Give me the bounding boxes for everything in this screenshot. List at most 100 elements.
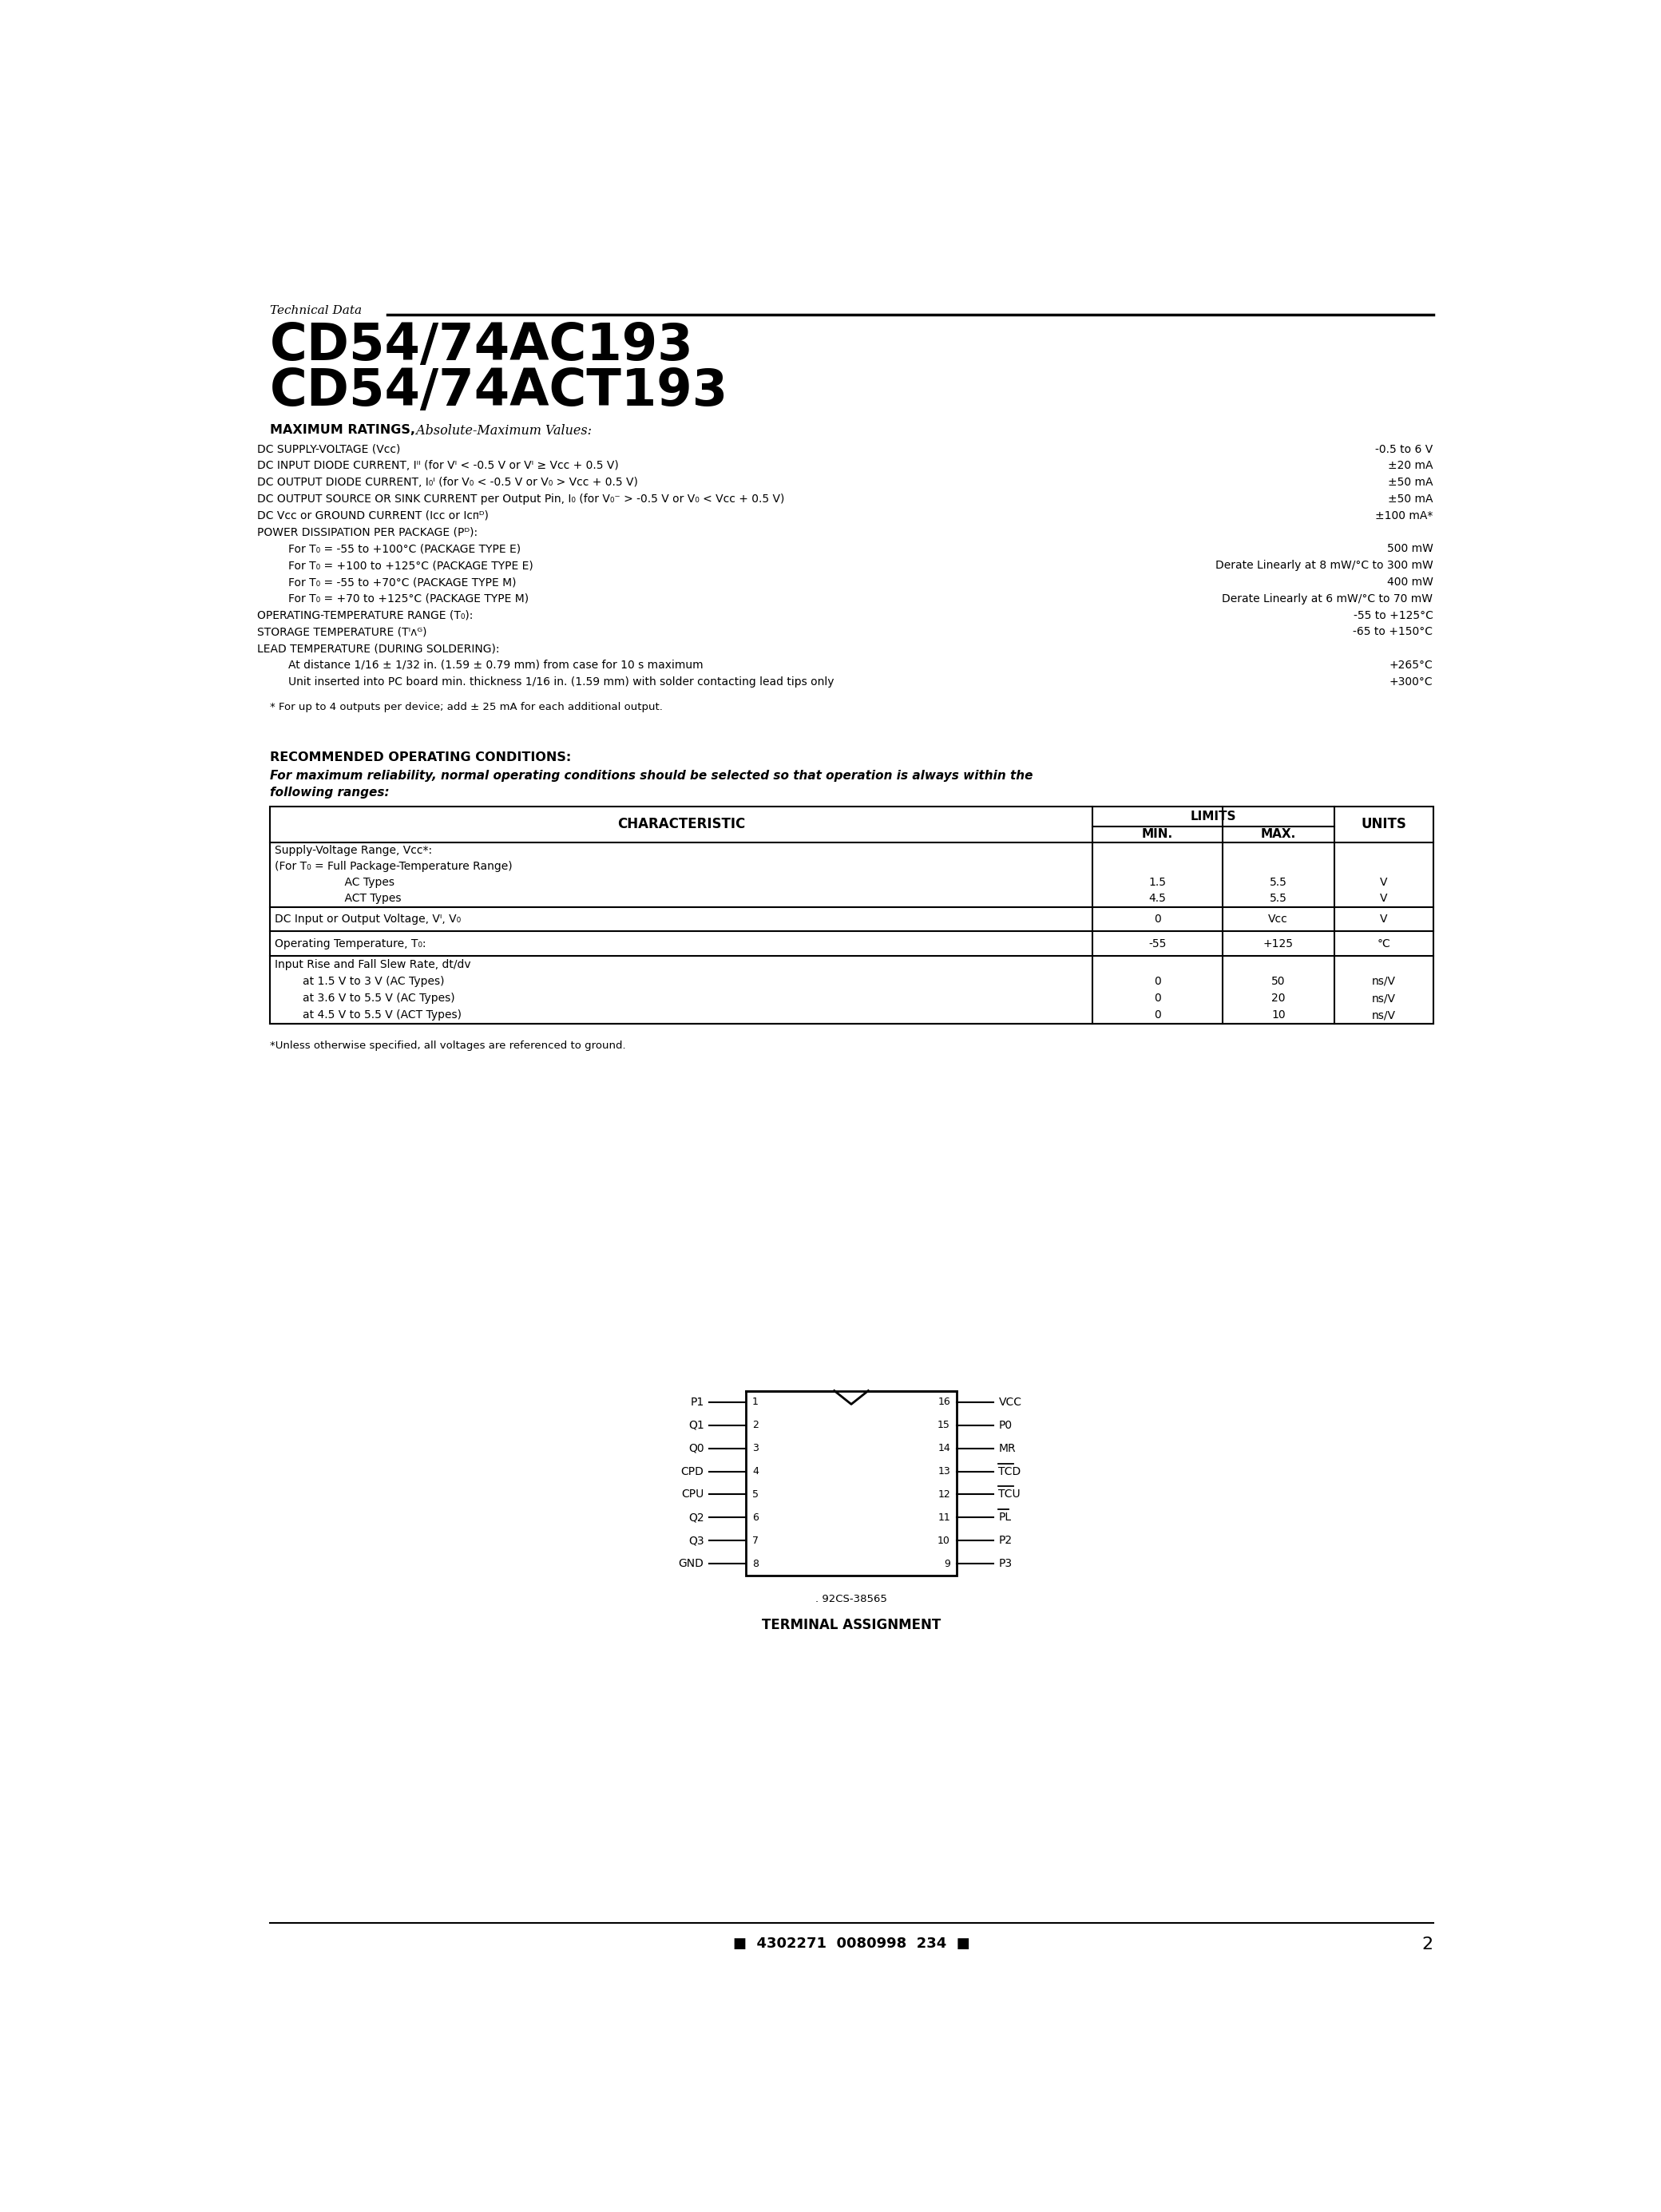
Text: V: V: [1380, 894, 1387, 905]
Text: ±50 mA: ±50 mA: [1389, 493, 1433, 504]
Text: 2: 2: [1422, 1938, 1433, 1953]
Text: 9: 9: [943, 1559, 950, 1568]
Text: PL: PL: [998, 1513, 1012, 1524]
Text: Operating Temperature, T₀:: Operating Temperature, T₀:: [274, 938, 425, 949]
Text: 5.5: 5.5: [1269, 894, 1287, 905]
Text: POWER DISSIPATION PER PACKAGE (Pᴰ):: POWER DISSIPATION PER PACKAGE (Pᴰ):: [257, 526, 478, 538]
Text: Derate Linearly at 8 mW/°C to 300 mW: Derate Linearly at 8 mW/°C to 300 mW: [1216, 560, 1433, 571]
Text: MIN.: MIN.: [1143, 827, 1173, 841]
Text: 500 mW: 500 mW: [1387, 544, 1433, 555]
Text: 6: 6: [752, 1513, 759, 1522]
Text: -0.5 to 6 V: -0.5 to 6 V: [1375, 445, 1433, 456]
Text: Q0: Q0: [688, 1442, 704, 1453]
Text: Q3: Q3: [688, 1535, 704, 1546]
Text: DC OUTPUT SOURCE OR SINK CURRENT per Output Pin, I₀ (for V₀⁻ > -0.5 V or V₀ < Vᴄ: DC OUTPUT SOURCE OR SINK CURRENT per Out…: [257, 493, 784, 504]
Text: MAX.: MAX.: [1261, 827, 1296, 841]
Text: 1: 1: [752, 1398, 759, 1407]
Text: Q2: Q2: [688, 1513, 704, 1524]
Text: V: V: [1380, 914, 1387, 925]
Text: at 4.5 V to 5.5 V (ACT Types): at 4.5 V to 5.5 V (ACT Types): [274, 1009, 462, 1020]
Text: CPU: CPU: [681, 1489, 704, 1500]
Text: -65 to +150°C: -65 to +150°C: [1354, 626, 1433, 637]
Text: Technical Data: Technical Data: [269, 305, 362, 316]
Text: Unit inserted into PC board min. thickness 1/16 in. (1.59 mm) with solder contac: Unit inserted into PC board min. thickne…: [287, 677, 834, 688]
Text: 3: 3: [752, 1442, 759, 1453]
Text: DC SUPPLY-VOLTAGE (Vᴄᴄ): DC SUPPLY-VOLTAGE (Vᴄᴄ): [257, 445, 400, 456]
Text: -55: -55: [1149, 938, 1166, 949]
Text: +265°C: +265°C: [1389, 659, 1433, 670]
Text: OPERATING-TEMPERATURE RANGE (T₀):: OPERATING-TEMPERATURE RANGE (T₀):: [257, 611, 473, 622]
Text: STORAGE TEMPERATURE (Tᴵᴧᴳ): STORAGE TEMPERATURE (Tᴵᴧᴳ): [257, 626, 427, 637]
Text: * For up to 4 outputs per device; add ± 25 mA for each additional output.: * For up to 4 outputs per device; add ± …: [269, 701, 663, 712]
Text: 1.5: 1.5: [1149, 876, 1166, 889]
Text: LIMITS: LIMITS: [1191, 810, 1236, 823]
Text: ns/V: ns/V: [1372, 1009, 1395, 1020]
Text: ±50 mA: ±50 mA: [1389, 478, 1433, 489]
Text: 2: 2: [752, 1420, 759, 1431]
Text: Input Rise and Fall Slew Rate, dt/dv: Input Rise and Fall Slew Rate, dt/dv: [274, 958, 470, 971]
Text: For T₀ = -55 to +70°C (PACKAGE TYPE M): For T₀ = -55 to +70°C (PACKAGE TYPE M): [287, 577, 517, 588]
Text: DC Input or Output Voltage, Vᴵ, V₀: DC Input or Output Voltage, Vᴵ, V₀: [274, 914, 460, 925]
Text: TCD: TCD: [998, 1467, 1022, 1478]
Text: 0: 0: [1154, 975, 1161, 987]
Text: following ranges:: following ranges:: [269, 787, 389, 799]
Text: *Unless otherwise specified, all voltages are referenced to ground.: *Unless otherwise specified, all voltage…: [269, 1042, 626, 1051]
Text: Vᴄᴄ: Vᴄᴄ: [1269, 914, 1289, 925]
Text: GND: GND: [678, 1557, 704, 1568]
Text: VCC: VCC: [998, 1396, 1022, 1407]
Text: 400 mW: 400 mW: [1387, 577, 1433, 588]
Text: For T₀ = +100 to +125°C (PACKAGE TYPE E): For T₀ = +100 to +125°C (PACKAGE TYPE E): [287, 560, 533, 571]
Text: CPD: CPD: [681, 1467, 704, 1478]
Text: P1: P1: [691, 1396, 704, 1407]
Text: At distance 1/16 ± 1/32 in. (1.59 ± 0.79 mm) from case for 10 s maximum: At distance 1/16 ± 1/32 in. (1.59 ± 0.79…: [287, 659, 703, 670]
Text: For T₀ = -55 to +100°C (PACKAGE TYPE E): For T₀ = -55 to +100°C (PACKAGE TYPE E): [287, 544, 520, 555]
Text: 10: 10: [937, 1535, 950, 1546]
Text: 8: 8: [752, 1559, 759, 1568]
Text: 0: 0: [1154, 1009, 1161, 1020]
Text: 14: 14: [938, 1442, 950, 1453]
Text: P3: P3: [998, 1557, 1012, 1568]
Text: ±20 mA: ±20 mA: [1389, 460, 1433, 471]
Text: 5: 5: [752, 1489, 759, 1500]
Text: 12: 12: [938, 1489, 950, 1500]
Text: . 92CS-38565: . 92CS-38565: [816, 1593, 887, 1604]
Text: ACT Types: ACT Types: [274, 894, 400, 905]
Bar: [269, 807, 1433, 1024]
Text: DC OUTPUT DIODE CURRENT, I₀ᴵ (for V₀ < -0.5 V or V₀ > Vᴄᴄ + 0.5 V): DC OUTPUT DIODE CURRENT, I₀ᴵ (for V₀ < -…: [257, 478, 638, 489]
Text: CD54/74AC193: CD54/74AC193: [269, 321, 693, 369]
Text: 11: 11: [938, 1513, 950, 1522]
Text: ns/V: ns/V: [1372, 975, 1395, 987]
Text: 10: 10: [1271, 1009, 1286, 1020]
Text: +300°C: +300°C: [1389, 677, 1433, 688]
Text: TERMINAL ASSIGNMENT: TERMINAL ASSIGNMENT: [762, 1619, 940, 1632]
Text: ns/V: ns/V: [1372, 993, 1395, 1004]
Text: (For T₀ = Full Package-Temperature Range): (For T₀ = Full Package-Temperature Range…: [274, 860, 512, 872]
Text: CHARACTERISTIC: CHARACTERISTIC: [618, 816, 746, 832]
Text: V: V: [1380, 876, 1387, 889]
Text: For T₀ = +70 to +125°C (PACKAGE TYPE M): For T₀ = +70 to +125°C (PACKAGE TYPE M): [287, 593, 528, 604]
Text: +125: +125: [1262, 938, 1294, 949]
Text: DC INPUT DIODE CURRENT, Iᴵᴵ (for Vᴵ < -0.5 V or Vᴵ ≥ Vᴄᴄ + 0.5 V): DC INPUT DIODE CURRENT, Iᴵᴵ (for Vᴵ < -0…: [257, 460, 618, 471]
Text: Derate Linearly at 6 mW/°C to 70 mW: Derate Linearly at 6 mW/°C to 70 mW: [1222, 593, 1433, 604]
Text: 4: 4: [752, 1467, 759, 1478]
Text: 15: 15: [937, 1420, 950, 1431]
Text: UNITS: UNITS: [1360, 816, 1407, 832]
Text: 16: 16: [938, 1398, 950, 1407]
Text: RECOMMENDED OPERATING CONDITIONS:: RECOMMENDED OPERATING CONDITIONS:: [269, 752, 571, 763]
Text: °C: °C: [1377, 938, 1390, 949]
Text: at 1.5 V to 3 V (AC Types): at 1.5 V to 3 V (AC Types): [274, 975, 443, 987]
Text: Absolute-Maximum Values:: Absolute-Maximum Values:: [412, 425, 591, 438]
Text: 50: 50: [1271, 975, 1286, 987]
Text: 4.5: 4.5: [1149, 894, 1166, 905]
Text: 13: 13: [938, 1467, 950, 1478]
Text: P2: P2: [998, 1535, 1012, 1546]
Text: MAXIMUM RATINGS,: MAXIMUM RATINGS,: [269, 425, 415, 436]
Text: at 3.6 V to 5.5 V (AC Types): at 3.6 V to 5.5 V (AC Types): [274, 993, 455, 1004]
Text: 7: 7: [752, 1535, 759, 1546]
Text: 0: 0: [1154, 993, 1161, 1004]
Text: 0: 0: [1154, 914, 1161, 925]
Text: CD54/74ACT193: CD54/74ACT193: [269, 367, 728, 416]
Text: Q1: Q1: [688, 1420, 704, 1431]
Text: For maximum reliability, normal operating conditions should be selected so that : For maximum reliability, normal operatin…: [269, 770, 1033, 781]
Text: ±100 mA*: ±100 mA*: [1375, 511, 1433, 522]
